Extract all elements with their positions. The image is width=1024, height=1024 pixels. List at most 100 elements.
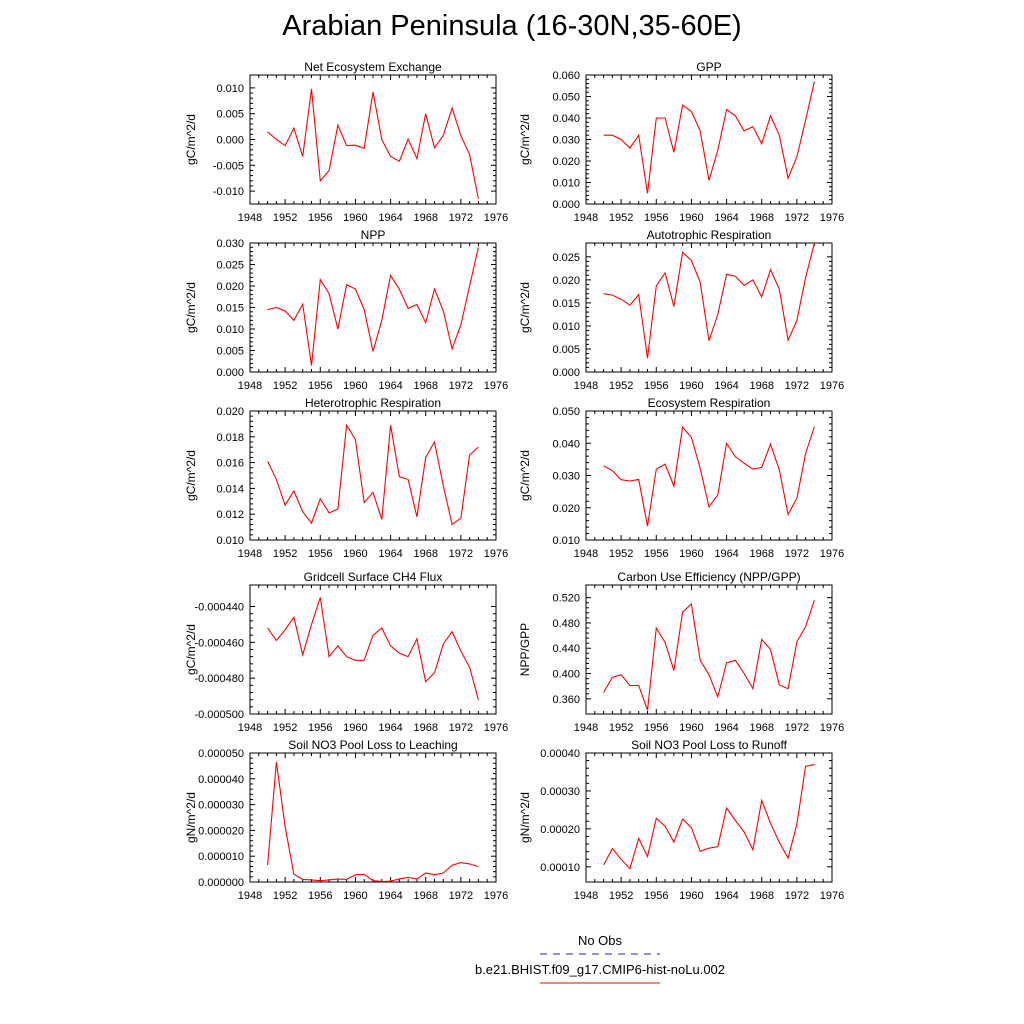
- plot-frame: [249, 410, 497, 541]
- x-tick-label: 1964: [378, 212, 402, 224]
- y-tick-label: 0.020: [552, 156, 580, 168]
- x-tick-label: 1960: [343, 548, 367, 560]
- x-tick-label: 1956: [308, 890, 332, 902]
- x-tick-label: 1956: [644, 722, 668, 734]
- y-tick-label: 0.010: [216, 83, 244, 95]
- y-axis-label: gN/m^2/d: [184, 792, 198, 843]
- x-tick-label: 1948: [574, 212, 598, 224]
- y-tick-label: 0.00020: [540, 824, 580, 836]
- x-tick-label: 1976: [820, 212, 844, 224]
- x-tick-label: 1972: [449, 548, 473, 560]
- y-tick-label: -0.000440: [194, 602, 244, 614]
- x-tick-label: 1976: [484, 890, 508, 902]
- x-tick-label: 1968: [749, 548, 773, 560]
- y-tick-label: 0.040: [552, 113, 580, 125]
- x-tick-label: 1952: [273, 212, 297, 224]
- x-tick-label: 1968: [749, 890, 773, 902]
- x-tick-label: 1976: [484, 380, 508, 392]
- y-tick-label: 0.480: [552, 618, 580, 630]
- x-tick-label: 1956: [644, 212, 668, 224]
- x-tick-label: 1964: [378, 722, 402, 734]
- x-tick-label: 1964: [714, 212, 738, 224]
- y-tick-label: 0.000020: [198, 825, 244, 837]
- x-tick-label: 1976: [484, 212, 508, 224]
- x-tick-label: 1952: [609, 890, 633, 902]
- x-tick-label: 1964: [714, 722, 738, 734]
- panel-title: Gridcell Surface CH4 Flux: [304, 570, 443, 584]
- y-tick-label: 0.016: [216, 458, 244, 470]
- x-tick-label: 1948: [574, 890, 598, 902]
- panel-1: Net Ecosystem Exchange 1948 1952 1956 1960 19…: [184, 60, 508, 224]
- y-axis-label: gC/m^2/d: [184, 282, 198, 333]
- y-tick-label: 0.005: [216, 346, 244, 358]
- panel-9: Soil NO3 Pool Loss to Leaching 1948 1952 19…: [184, 738, 508, 902]
- x-tick-label: 1964: [714, 380, 738, 392]
- panel-title: Carbon Use Efficiency (NPP/GPP): [617, 570, 800, 584]
- plot-frame: [585, 752, 833, 883]
- y-tick-label: 0.018: [216, 432, 244, 444]
- y-tick-label: 0.050: [552, 406, 580, 418]
- y-axis-label: gC/m^2/d: [518, 282, 532, 333]
- x-tick-label: 1948: [238, 548, 262, 560]
- y-tick-label: -0.000500: [194, 709, 244, 721]
- y-tick-label: 0.015: [216, 303, 244, 315]
- y-axis-label: gC/m^2/d: [518, 450, 532, 501]
- y-tick-label: 0.000050: [198, 748, 244, 760]
- y-tick-label: 0.030: [552, 135, 580, 147]
- plot-frame: [249, 584, 497, 715]
- x-tick-label: 1976: [820, 722, 844, 734]
- x-tick-label: 1952: [609, 380, 633, 392]
- x-tick-label: 1956: [644, 548, 668, 560]
- y-tick-label: 0.020: [552, 503, 580, 515]
- y-axis-label: NPP/GPP: [518, 623, 532, 676]
- y-tick-label: 0.050: [552, 92, 580, 104]
- x-tick-label: 1948: [574, 722, 598, 734]
- y-tick-label: -0.000460: [194, 637, 244, 649]
- x-tick-label: 1960: [343, 380, 367, 392]
- y-tick-label: 0.025: [552, 252, 580, 264]
- x-tick-label: 1952: [609, 548, 633, 560]
- y-tick-label: 0.012: [216, 509, 244, 521]
- panel-3: NPP 1948 1952 1956 1960 1964 1968 1972 1976 0.000…: [184, 228, 508, 392]
- x-tick-label: 1948: [238, 212, 262, 224]
- y-tick-label: 0.060: [552, 70, 580, 82]
- x-tick-label: 1972: [449, 722, 473, 734]
- y-tick-label: 0.000030: [198, 800, 244, 812]
- y-axis-label: gC/m^2/d: [184, 450, 198, 501]
- y-tick-label: 0.00040: [540, 748, 580, 760]
- plot-frame: [585, 410, 833, 541]
- x-tick-label: 1964: [714, 548, 738, 560]
- x-tick-label: 1952: [609, 212, 633, 224]
- x-tick-label: 1968: [413, 890, 437, 902]
- x-tick-label: 1964: [378, 548, 402, 560]
- y-tick-label: 0.000010: [198, 851, 244, 863]
- x-tick-label: 1948: [574, 548, 598, 560]
- panel-8: Carbon Use Efficiency (NPP/GPP) 1948 1952 1…: [518, 570, 844, 734]
- x-tick-label: 1968: [413, 380, 437, 392]
- y-tick-label: 0.010: [552, 535, 580, 547]
- x-tick-label: 1968: [749, 722, 773, 734]
- y-tick-label: -0.000480: [194, 673, 244, 685]
- x-tick-label: 1952: [273, 548, 297, 560]
- x-tick-label: 1964: [378, 380, 402, 392]
- x-tick-label: 1972: [785, 548, 809, 560]
- y-tick-label: -0.005: [213, 160, 244, 172]
- y-tick-label: 0.010: [552, 321, 580, 333]
- panel-6: Ecosystem Respiration 1948 1952 1956 1960 196…: [518, 396, 844, 560]
- y-tick-label: 0.014: [216, 483, 244, 495]
- y-tick-label: 0.000: [552, 199, 580, 211]
- y-tick-label: 0.010: [216, 535, 244, 547]
- y-tick-label: 0.040: [552, 438, 580, 450]
- series-line: [267, 423, 479, 526]
- x-tick-label: 1960: [679, 380, 703, 392]
- x-tick-label: 1972: [785, 380, 809, 392]
- series-line: [603, 425, 815, 527]
- panel-10: Soil NO3 Pool Loss to Runoff 1948 1952 1956…: [518, 738, 844, 902]
- series-line: [603, 81, 815, 194]
- series-line: [267, 88, 479, 199]
- series-line: [603, 600, 815, 711]
- x-tick-label: 1960: [343, 890, 367, 902]
- panel-4: Autotrophic Respiration 1948 1952 1956 1960 1…: [518, 228, 844, 392]
- y-tick-label: 0.00030: [540, 786, 580, 798]
